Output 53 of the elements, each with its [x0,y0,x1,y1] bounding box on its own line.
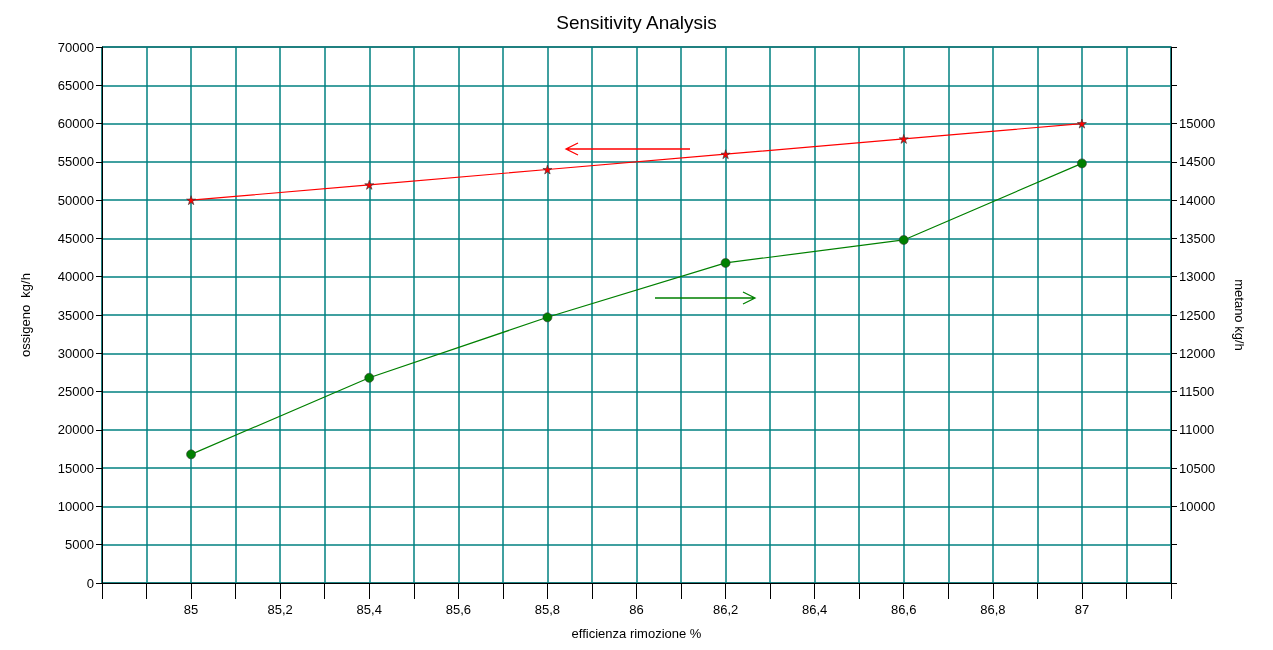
y2-tick-label: 15000 [1179,116,1216,132]
y2-tick-label: 13000 [1179,269,1216,285]
chart-title: Sensitivity Analysis [556,12,717,33]
x-tick-label: 86,4 [802,602,828,617]
y2-tick-label: 10000 [1179,498,1216,514]
y-tick-label: 20000 [57,422,94,438]
point [542,164,553,175]
y2-tick-label: 14500 [1179,154,1216,170]
x-tick-label: 85,6 [445,602,471,617]
point [364,372,375,383]
y-tick-label: 35000 [57,307,94,323]
point [364,180,375,190]
y-tick-label: 10000 [57,498,94,514]
x-tick-label: 85,2 [267,602,293,617]
x-tick-label: 86,2 [712,602,739,617]
y2-tick-label: 11000 [1179,422,1215,438]
x-tick-label: 86,6 [891,602,917,617]
y2-axis-title: metano kg/h [1232,279,1247,351]
y2-tick-label: 13500 [1179,230,1216,246]
x-tick-label: 86 [629,602,644,617]
y-axis-title: ossigeno kg/h [18,273,33,357]
y-tick-label: 30000 [57,345,94,361]
point [542,312,553,323]
y-tick-label: 25000 [57,384,94,400]
point [898,134,909,144]
y2-tick-label: 10500 [1179,460,1216,476]
point [720,149,731,159]
y-tick-label: 70000 [57,39,94,55]
y-tick-label: 60000 [57,116,94,132]
point [1077,118,1087,129]
y2-tick-label: 12500 [1179,307,1216,323]
point [186,195,196,205]
x-tick-label: 85,4 [356,602,382,617]
y-tick-label: 15000 [57,460,94,476]
y2-tick-label: 12000 [1179,345,1216,361]
y-tick-label: 45000 [57,230,94,246]
y-tick-label: 0 [86,575,94,591]
x-tick-label: 85,8 [534,602,561,617]
y2-tick-label: 14000 [1179,192,1216,208]
point [720,258,731,268]
point [898,235,909,245]
x-tick-label: 86,8 [980,602,1006,617]
y-tick-label: 50000 [57,192,94,208]
y-tick-label: 55000 [57,154,94,170]
y-tick-label: 40000 [57,269,94,285]
y-tick-label: 5000 [65,537,94,553]
y2-tick-label: 11500 [1179,384,1215,400]
x-axis-title: efficienza rimozione % [571,626,702,641]
y-tick-label: 65000 [57,77,94,93]
x-tick-label: 87 [1074,602,1090,617]
point [186,449,196,460]
x-tick-label: 85 [183,602,199,617]
point [1077,158,1087,169]
